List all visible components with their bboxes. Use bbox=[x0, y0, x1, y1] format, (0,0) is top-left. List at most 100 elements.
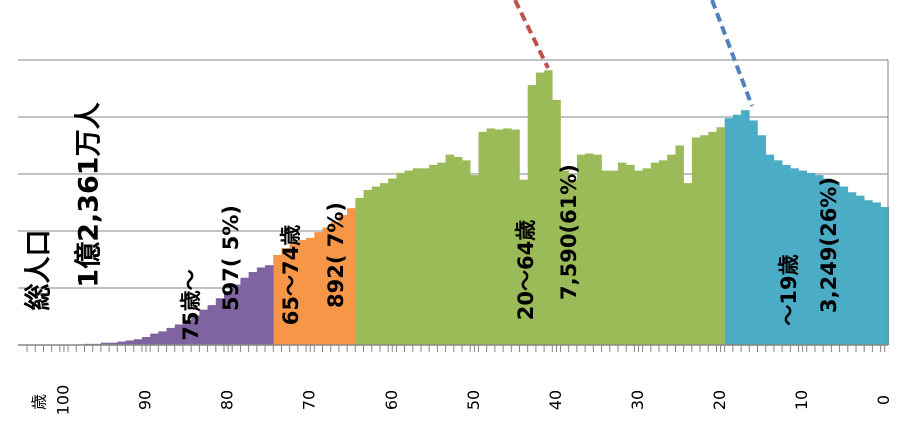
bar bbox=[503, 128, 512, 345]
bar bbox=[568, 179, 578, 345]
group-label: 892( 7%) bbox=[324, 202, 348, 308]
x-tick-label: 70 bbox=[300, 390, 319, 410]
bar bbox=[806, 172, 816, 345]
bar bbox=[847, 192, 857, 345]
bar bbox=[716, 127, 725, 345]
pointer-line bbox=[710, 0, 754, 107]
bar bbox=[240, 277, 249, 345]
bar bbox=[617, 162, 627, 345]
group-label: 597( 5%) bbox=[219, 205, 243, 311]
bar bbox=[207, 305, 217, 345]
x-tick-label: 100 bbox=[53, 385, 72, 416]
bar bbox=[642, 168, 652, 345]
bar bbox=[593, 154, 602, 345]
pointer-line bbox=[513, 0, 550, 69]
x-tick-label: 50 bbox=[464, 390, 483, 410]
bar bbox=[141, 337, 151, 345]
x-tick-label: 0 bbox=[874, 395, 893, 405]
bar bbox=[634, 170, 643, 345]
bar bbox=[626, 164, 635, 345]
bar bbox=[757, 135, 767, 345]
bar bbox=[823, 178, 832, 345]
bar bbox=[691, 137, 701, 345]
bar bbox=[117, 341, 126, 345]
bar bbox=[125, 340, 135, 345]
bar bbox=[864, 200, 873, 345]
bar bbox=[109, 342, 118, 345]
bar bbox=[420, 168, 430, 345]
bar bbox=[256, 267, 266, 345]
plot: 100 90 80 70 60 50 40 30 20 10 0 bbox=[18, 59, 893, 416]
bar bbox=[650, 162, 660, 345]
x-axis-label: 歳 bbox=[30, 394, 49, 410]
bar bbox=[519, 179, 528, 345]
group-label: 7,590(61%) bbox=[557, 164, 581, 300]
bar bbox=[174, 324, 184, 345]
bar bbox=[182, 319, 192, 345]
bar bbox=[609, 170, 619, 345]
bar bbox=[281, 248, 290, 345]
bar bbox=[659, 160, 668, 345]
bar bbox=[429, 164, 438, 345]
bar bbox=[732, 114, 742, 345]
bar bbox=[306, 237, 315, 345]
bar bbox=[773, 160, 783, 345]
bar bbox=[560, 170, 570, 345]
bar bbox=[445, 154, 455, 345]
bar bbox=[486, 128, 496, 345]
bar bbox=[667, 154, 676, 345]
bar bbox=[585, 153, 594, 345]
bar bbox=[388, 178, 397, 345]
bar bbox=[100, 342, 110, 345]
bar bbox=[511, 129, 520, 345]
x-tick-label: 30 bbox=[628, 390, 647, 410]
bar bbox=[133, 339, 143, 345]
bar bbox=[166, 327, 176, 345]
bar bbox=[683, 183, 693, 345]
group-name: ～19歳 bbox=[777, 254, 801, 325]
bar bbox=[232, 284, 241, 345]
bar bbox=[371, 186, 381, 345]
x-tick-label: 80 bbox=[218, 390, 237, 410]
bar bbox=[347, 208, 356, 345]
bar bbox=[404, 170, 414, 345]
x-tick-label: 40 bbox=[546, 390, 565, 410]
bar bbox=[478, 131, 487, 345]
bar bbox=[437, 162, 446, 345]
bar bbox=[675, 145, 684, 345]
bar bbox=[273, 254, 282, 345]
title: 総人口 bbox=[23, 230, 55, 311]
bar bbox=[453, 156, 463, 345]
bar bbox=[314, 232, 323, 345]
bar bbox=[379, 183, 389, 345]
bar bbox=[749, 120, 758, 345]
bar bbox=[552, 99, 561, 346]
bar bbox=[462, 160, 471, 345]
x-tick-label: 90 bbox=[136, 390, 155, 410]
bar bbox=[412, 168, 422, 345]
group-name: 75歳～ bbox=[179, 269, 203, 340]
bar bbox=[289, 243, 299, 345]
bar bbox=[330, 221, 340, 345]
bar bbox=[191, 315, 200, 345]
bar bbox=[782, 164, 791, 345]
bar bbox=[880, 207, 890, 345]
bar bbox=[494, 129, 504, 345]
bar bbox=[814, 175, 824, 345]
bar bbox=[396, 172, 405, 345]
group-name: 65～74歳 bbox=[279, 225, 303, 325]
bar bbox=[855, 195, 865, 345]
bar bbox=[322, 227, 332, 345]
bar bbox=[199, 309, 208, 345]
bar bbox=[724, 118, 734, 345]
bar bbox=[741, 110, 750, 345]
bar bbox=[297, 240, 307, 345]
x-tick-label: 10 bbox=[792, 390, 811, 410]
bar bbox=[248, 272, 258, 345]
bar bbox=[576, 154, 586, 345]
bar bbox=[765, 154, 775, 345]
bar bbox=[338, 215, 348, 345]
group-name: 20～64歳 bbox=[514, 220, 538, 320]
group-label: 3,249(26%) bbox=[817, 177, 841, 313]
